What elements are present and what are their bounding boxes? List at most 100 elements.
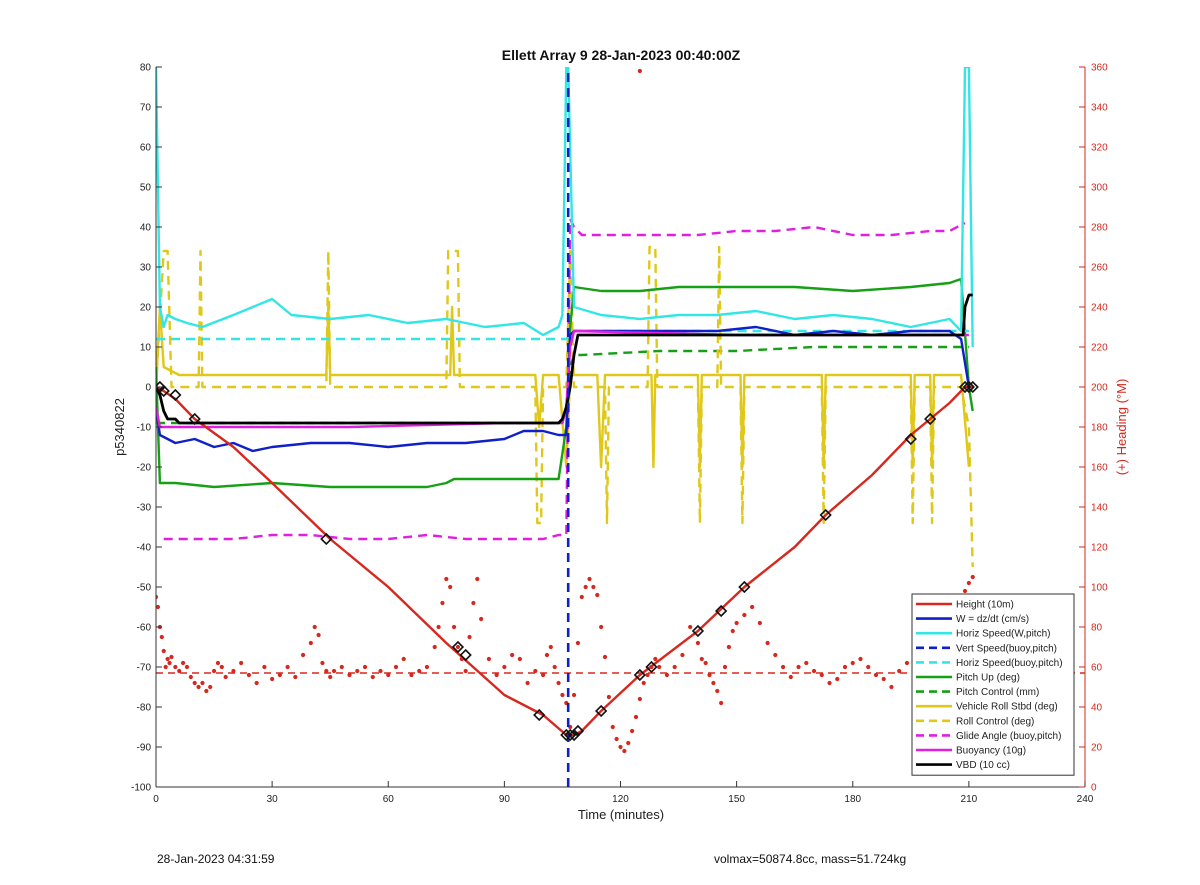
heading-point — [393, 664, 399, 670]
height-marker — [188, 412, 201, 426]
footer-timestamp: 28-Jan-2023 04:31:59 — [157, 852, 275, 866]
heading-point — [575, 640, 581, 646]
heading-point — [486, 656, 491, 662]
heading-point — [699, 656, 704, 662]
y-tick-label: 50 — [140, 183, 152, 194]
y-right-tick-label: 240 — [1091, 303, 1108, 314]
heading-point — [163, 664, 168, 670]
heading-point — [962, 588, 968, 594]
heading-point — [440, 600, 445, 606]
x-tick-label: 30 — [267, 794, 279, 805]
heading-point — [463, 668, 468, 674]
heading-point — [750, 604, 755, 610]
y-tick-label: 60 — [140, 143, 152, 154]
chart-series-layer — [156, 67, 1085, 787]
heading-point — [432, 644, 437, 650]
heading-point — [664, 672, 670, 678]
heading-point — [788, 674, 793, 680]
heading-point — [780, 664, 786, 670]
heading-point — [417, 668, 422, 674]
y-tick-label: 80 — [140, 63, 152, 74]
heading-point — [156, 594, 159, 600]
y-tick-label: -70 — [137, 663, 152, 674]
heading-point — [517, 656, 522, 662]
y-tick-label: 0 — [145, 383, 151, 394]
chart-title: Ellett Array 9 28-Jan-2023 00:40:00Z — [502, 47, 741, 63]
y-tick-label: -10 — [137, 423, 152, 434]
heading-point — [552, 664, 557, 670]
heading-point — [591, 584, 596, 590]
heading-point — [881, 676, 886, 682]
legend-label: Roll Control (deg) — [956, 716, 1034, 727]
height-marker — [924, 412, 937, 426]
heading-point — [645, 672, 650, 678]
plot-area — [156, 67, 1085, 787]
legend-label: Horiz Speed(W,pitch) — [956, 629, 1050, 640]
heading-point — [339, 664, 344, 670]
heading-point — [424, 664, 430, 670]
y-right-tick-label: 260 — [1091, 263, 1108, 274]
heading-point — [858, 656, 863, 662]
heading-point — [889, 684, 894, 690]
y-tick-label: -30 — [137, 503, 152, 514]
y-tick-label: -20 — [137, 463, 152, 474]
heading-point — [362, 664, 368, 670]
heading-point — [331, 668, 337, 674]
heading-point — [320, 660, 325, 666]
height-marker — [691, 624, 705, 638]
heading-point — [316, 632, 321, 638]
heading-point — [730, 628, 735, 634]
heading-point — [293, 674, 298, 680]
y-tick-label: -40 — [137, 543, 152, 554]
heading-point — [200, 680, 205, 686]
footer-summary: volmax=50874.8cc, mass=51.724kg — [714, 852, 907, 866]
heading-point — [819, 672, 824, 678]
y-right-tick-label: 340 — [1091, 103, 1108, 114]
heading-point — [211, 668, 217, 674]
heading-point — [223, 674, 228, 680]
heading-point — [300, 652, 306, 658]
heading-point — [734, 620, 739, 626]
x-tick-label: 240 — [1077, 794, 1094, 805]
heading-point — [606, 694, 611, 700]
y-tick-label: 40 — [140, 223, 152, 234]
heading-point — [835, 676, 840, 682]
heading-point — [204, 688, 209, 694]
x-tick-label: 0 — [153, 794, 159, 805]
heading-point — [688, 624, 693, 630]
x-tick-label: 60 — [383, 794, 395, 805]
heading-point — [184, 664, 190, 670]
height-marker — [564, 728, 577, 742]
y-tick-label: -60 — [137, 623, 152, 634]
height-marker — [645, 660, 658, 674]
legend-label: Glide Angle (buoy,pitch) — [956, 731, 1061, 742]
heading-point — [219, 664, 224, 670]
heading-point — [742, 612, 747, 618]
legend-label: Vehicle Roll Stbd (deg) — [956, 702, 1058, 713]
heading-point — [641, 680, 646, 686]
y-right-tick-label: 200 — [1091, 383, 1108, 394]
heading-point — [560, 692, 565, 698]
legend-label: Pitch Control (mm) — [956, 687, 1039, 698]
y-right-tick-label: 60 — [1091, 663, 1103, 674]
heading-point — [672, 664, 677, 670]
legend-label: Height (10m) — [956, 600, 1014, 611]
y-tick-label: 10 — [140, 343, 152, 354]
series-line — [156, 245, 974, 568]
heading-point — [448, 584, 453, 590]
heading-point — [873, 672, 879, 678]
heading-point — [180, 660, 186, 666]
heading-point — [231, 668, 236, 674]
heading-point — [703, 660, 708, 666]
heading-point — [277, 672, 282, 678]
heading-point — [156, 604, 161, 610]
heading-point — [850, 660, 855, 666]
heading-point — [270, 676, 275, 682]
heading-point — [467, 634, 472, 640]
heading-point — [455, 644, 461, 650]
heading-point — [386, 672, 391, 678]
heading-point — [796, 664, 801, 670]
height-marker — [962, 380, 976, 394]
height-marker — [533, 708, 546, 722]
